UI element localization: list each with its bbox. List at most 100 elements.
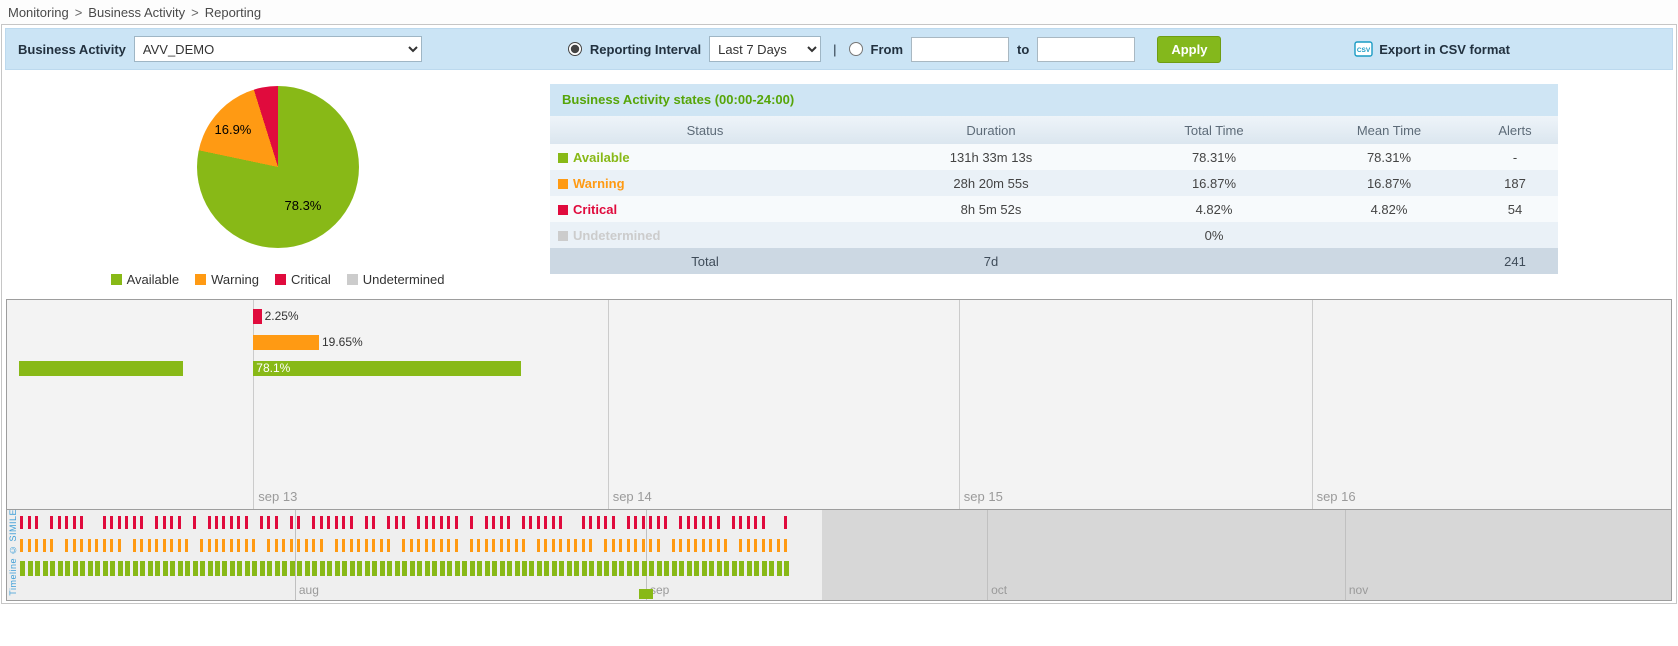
to-date-input[interactable] [1037,37,1135,62]
pie-label-warning: 16.9% [215,122,252,137]
timeline-event-tick [58,561,63,576]
mean-time-cell: 4.82% [1306,196,1472,222]
timeline-event-tick [222,516,225,529]
legend-label: Warning [211,272,259,287]
status-color-square [558,205,568,215]
timeline-event-tick [552,561,557,576]
timeline-event-tick [747,516,750,529]
breadcrumb-monitoring[interactable]: Monitoring [8,5,69,20]
legend-item-undetermined: Undetermined [347,272,445,287]
timeline-event-tick [470,539,473,552]
timeline-event-tick [125,516,128,529]
timeline-event-tick [335,561,340,576]
timeline-event-tick [357,539,360,552]
timeline-event-tick [589,539,592,552]
timeline-event-tick [709,561,714,576]
timeline-event-tick [155,539,158,552]
timeline-event-tick [387,539,390,552]
timeline-event-tick [208,516,211,529]
timeline-event-tick [747,561,752,576]
from-date-input[interactable] [911,37,1009,62]
timeline-event-tick [687,561,692,576]
timeline-event-tick [342,516,345,529]
table-row-undetermined: Undetermined 0% [550,222,1558,248]
legend-color-swatch [275,274,286,285]
timeline-event-tick [163,539,166,552]
timeline-event-tick [687,516,690,529]
timeline-date-label: sep 16 [1317,489,1356,504]
col-duration: Duration [860,116,1122,144]
total-duration-cell: 7d [860,248,1122,274]
timeline-event-tick [88,539,91,552]
timeline-event-tick [95,539,98,552]
timeline-event-tick [702,539,705,552]
timeline-event-tick [462,561,467,576]
content-container: Business Activity AVV_DEMO Reporting Int… [1,24,1677,604]
status-cell: Available [550,144,860,170]
timeline-event-tick [110,516,113,529]
timeline-event-tick [754,561,759,576]
export-csv-link[interactable]: CSV Export in CSV format [1354,41,1510,57]
table-row-available: Available 131h 33m 13s 78.31% 78.31% - [550,144,1558,170]
timeline-event-tick [110,539,113,552]
timeline-watermark: Timeline © SIMILE [8,509,18,596]
legend-label: Critical [291,272,331,287]
timeline-main-band[interactable]: sep 13sep 14sep 15sep 162.25%19.65%78.1% [7,300,1671,509]
timeline-event-tick [425,516,428,529]
timeline-event-tick [290,539,293,552]
timeline-overview-band[interactable]: augsepoctnov [7,509,1671,600]
timeline-event-tick [140,539,143,552]
timeline-event-tick [290,561,295,576]
status-label: Available [573,150,630,165]
timeline-event-tick [552,539,555,552]
timeline-event-tick [245,516,248,529]
mean-time-cell: 78.31% [1306,144,1472,170]
timeline-event-tick [320,539,323,552]
timeline-event-tick [215,561,220,576]
timeline-event-tick [529,561,534,576]
timeline-event-tick [485,539,488,552]
timeline-event-tick [649,539,652,552]
timeline-event-tick [642,561,647,576]
breadcrumb-business-activity[interactable]: Business Activity [88,5,185,20]
timeline-event-tick [477,561,482,576]
timeline-event-tick [784,539,787,552]
timeline-event-tick [140,561,145,576]
timeline-event-tick [65,561,70,576]
legend-item-warning: Warning [195,272,259,287]
timeline-event-tick [582,539,585,552]
timeline-event-tick [402,561,407,576]
timeline-event-tick [65,516,68,529]
timeline-event-tick [777,539,780,552]
timeline-event-tick [372,516,375,529]
timeline-event-tick [133,561,138,576]
timeline-event-tick [267,561,272,576]
timeline-event-tick [544,561,549,576]
timeline-event-tick [559,539,562,552]
timeline-event-tick [58,516,61,529]
timeline-event-tick [679,516,682,529]
breadcrumb-reporting[interactable]: Reporting [205,5,261,20]
custom-range-radio[interactable] [849,42,863,56]
timeline-event-tick [342,561,347,576]
timeline-event-tick [649,516,652,529]
timeline-event-tick [320,516,323,529]
timeline-event-tick [312,516,315,529]
timeline-event-tick [777,561,782,576]
timeline-today-marker [639,589,653,599]
apply-button[interactable]: Apply [1157,36,1221,63]
timeline-event-tick [432,516,435,529]
timeline-event-tick [754,516,757,529]
timeline-event-tick [297,539,300,552]
timeline-event-tick [522,561,527,576]
timeline-event-tick [118,561,123,576]
timeline-viewport-highlight[interactable] [7,510,822,600]
timeline-event-tick [365,561,370,576]
business-activity-select[interactable]: AVV_DEMO [134,36,422,62]
table-row-critical: Critical 8h 5m 52s 4.82% 4.82% 54 [550,196,1558,222]
reporting-interval-select[interactable]: Last 7 Days [709,36,821,62]
reporting-interval-radio[interactable] [568,42,582,56]
timeline-event-tick [784,516,787,529]
alerts-cell: 187 [1472,170,1558,196]
timeline-event-tick [417,539,420,552]
